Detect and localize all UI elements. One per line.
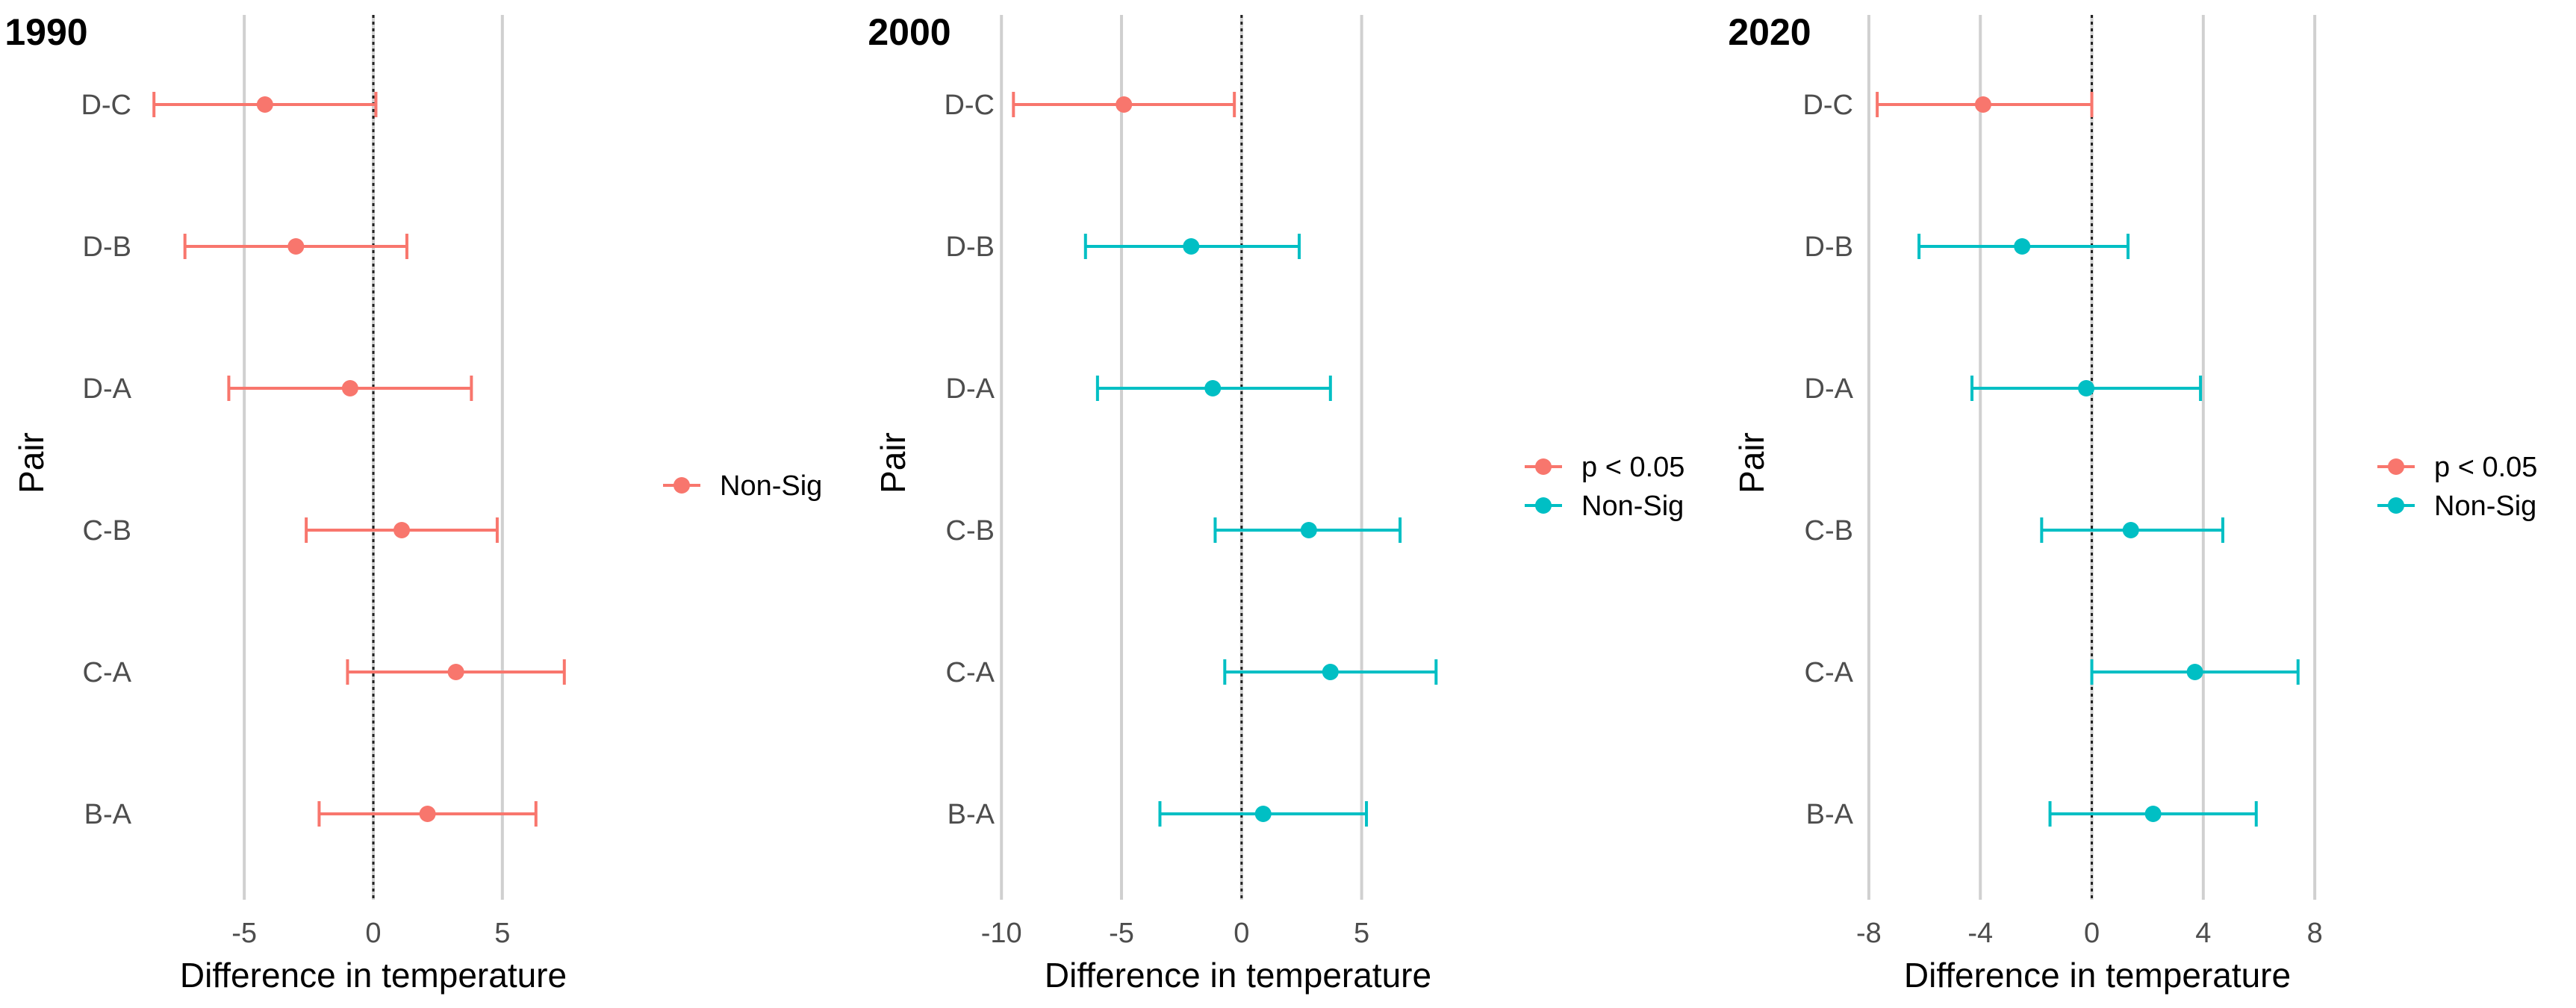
y-tick-label: B-A bbox=[84, 799, 132, 830]
estimate-point bbox=[1183, 238, 1200, 255]
y-tick-label: C-A bbox=[946, 657, 995, 688]
estimate-C-A bbox=[346, 659, 566, 685]
estimate-D-A bbox=[1095, 376, 1332, 401]
estimate-C-B bbox=[305, 517, 499, 543]
estimate-point bbox=[2186, 664, 2203, 680]
x-tick-label: 0 bbox=[365, 918, 381, 949]
y-tick-label: C-B bbox=[946, 515, 995, 547]
estimate-D-A bbox=[1970, 376, 2203, 401]
y-axis-title: Pair bbox=[12, 432, 51, 494]
estimate-point bbox=[341, 380, 358, 396]
x-axis-title: Difference in temperature bbox=[1045, 956, 1431, 995]
legend-label: Non-Sig bbox=[720, 470, 822, 502]
x-tick-label: 4 bbox=[2195, 918, 2211, 949]
x-tick-label: 0 bbox=[1233, 918, 1249, 949]
estimate-D-C bbox=[1012, 92, 1236, 117]
estimate-point bbox=[447, 664, 464, 680]
y-tick-label: C-A bbox=[1805, 657, 1854, 688]
legend-item: Non-Sig bbox=[1525, 491, 1684, 522]
estimate-point bbox=[2078, 380, 2095, 396]
x-axis-title: Difference in temperature bbox=[180, 956, 567, 995]
legend-key-point bbox=[673, 477, 690, 494]
estimate-D-C bbox=[1876, 92, 2094, 117]
panel-title: 2000 bbox=[868, 11, 951, 53]
x-tick-label: 8 bbox=[2307, 918, 2323, 949]
estimate-C-A bbox=[2090, 659, 2300, 685]
estimate-C-B bbox=[2040, 517, 2224, 543]
estimate-D-A bbox=[227, 376, 473, 401]
estimate-B-A bbox=[2048, 801, 2258, 827]
y-tick-label: C-B bbox=[83, 515, 131, 547]
legend-label: p < 0.05 bbox=[1581, 452, 1684, 483]
x-axis-title: Difference in temperature bbox=[1904, 956, 2291, 995]
x-tick-label: -10 bbox=[981, 918, 1022, 949]
legend-item: p < 0.05 bbox=[1525, 452, 1684, 483]
y-tick-label: D-A bbox=[946, 373, 995, 405]
y-tick-label: D-B bbox=[83, 231, 131, 263]
estimate-point bbox=[393, 522, 411, 538]
x-tick-label: -5 bbox=[1109, 918, 1134, 949]
estimate-point bbox=[287, 238, 305, 255]
estimate-point bbox=[1116, 96, 1133, 113]
x-tick-label: 5 bbox=[494, 918, 510, 949]
estimate-D-B bbox=[1917, 234, 2130, 259]
estimate-point bbox=[1204, 380, 1222, 396]
panel-title: 1990 bbox=[4, 11, 87, 53]
estimate-D-B bbox=[1083, 234, 1301, 259]
panel-title: 2020 bbox=[1728, 11, 1811, 53]
y-tick-label: D-A bbox=[83, 373, 132, 405]
legend-key-point bbox=[2388, 497, 2404, 514]
y-tick-label: D-B bbox=[1805, 231, 1853, 263]
estimate-point bbox=[419, 806, 436, 822]
estimate-B-A bbox=[317, 801, 538, 827]
x-tick-label: -8 bbox=[1856, 918, 1882, 949]
estimate-D-C bbox=[152, 92, 378, 117]
estimate-B-A bbox=[1158, 801, 1369, 827]
panel-2000: 2000 Pair D-C D-B D-A C-B C-A B-A -10 -5 0 5 Differe… bbox=[868, 11, 1684, 995]
legend-key-point bbox=[1535, 497, 1552, 514]
y-tick-label: B-A bbox=[1806, 799, 1854, 830]
x-tick-label: -4 bbox=[1967, 918, 1993, 949]
panel-2020: 2020 Pair D-C D-B D-A C-B C-A B-A -8 -4 0 4 8 Differe… bbox=[1728, 11, 2537, 995]
panel-1990: 1990 Pair D-C D-B D-A C-B C-A B-A -5 0 5 Difference… bbox=[4, 11, 822, 995]
x-tick-label: -5 bbox=[231, 918, 257, 949]
estimate-C-B bbox=[1213, 517, 1402, 543]
estimate-D-B bbox=[183, 234, 408, 259]
y-axis-title: Pair bbox=[874, 432, 912, 494]
legend-item: Non-Sig bbox=[663, 470, 822, 502]
y-tick-label: D-A bbox=[1805, 373, 1854, 405]
estimate-point bbox=[1300, 522, 1317, 538]
legend-key-point bbox=[2388, 458, 2404, 475]
estimate-point bbox=[2122, 522, 2139, 538]
x-tick-label: 0 bbox=[2084, 918, 2100, 949]
legend-label: Non-Sig bbox=[1581, 491, 1684, 522]
y-tick-label: D-C bbox=[944, 90, 995, 121]
legend-label: Non-Sig bbox=[2434, 491, 2536, 522]
estimate-point bbox=[1974, 96, 1991, 113]
y-tick-label: D-C bbox=[81, 90, 131, 121]
x-tick-label: 5 bbox=[1354, 918, 1369, 949]
estimate-point bbox=[256, 96, 273, 113]
y-axis-title: Pair bbox=[1732, 432, 1771, 494]
legend-label: p < 0.05 bbox=[2434, 452, 2537, 483]
y-tick-label: D-B bbox=[946, 231, 995, 263]
y-tick-label: C-B bbox=[1805, 515, 1853, 547]
estimate-point bbox=[2144, 806, 2162, 822]
legend-key-point bbox=[1535, 458, 1552, 475]
estimate-point bbox=[1254, 806, 1272, 822]
estimate-point bbox=[2014, 238, 2031, 255]
estimate-point bbox=[1322, 664, 1339, 680]
y-tick-label: B-A bbox=[948, 799, 995, 830]
legend-item: Non-Sig bbox=[2377, 491, 2536, 522]
legend-item: p < 0.05 bbox=[2377, 452, 2537, 483]
y-tick-label: C-A bbox=[83, 657, 132, 688]
estimate-C-A bbox=[1223, 659, 1438, 685]
y-tick-label: D-C bbox=[1802, 90, 1853, 121]
